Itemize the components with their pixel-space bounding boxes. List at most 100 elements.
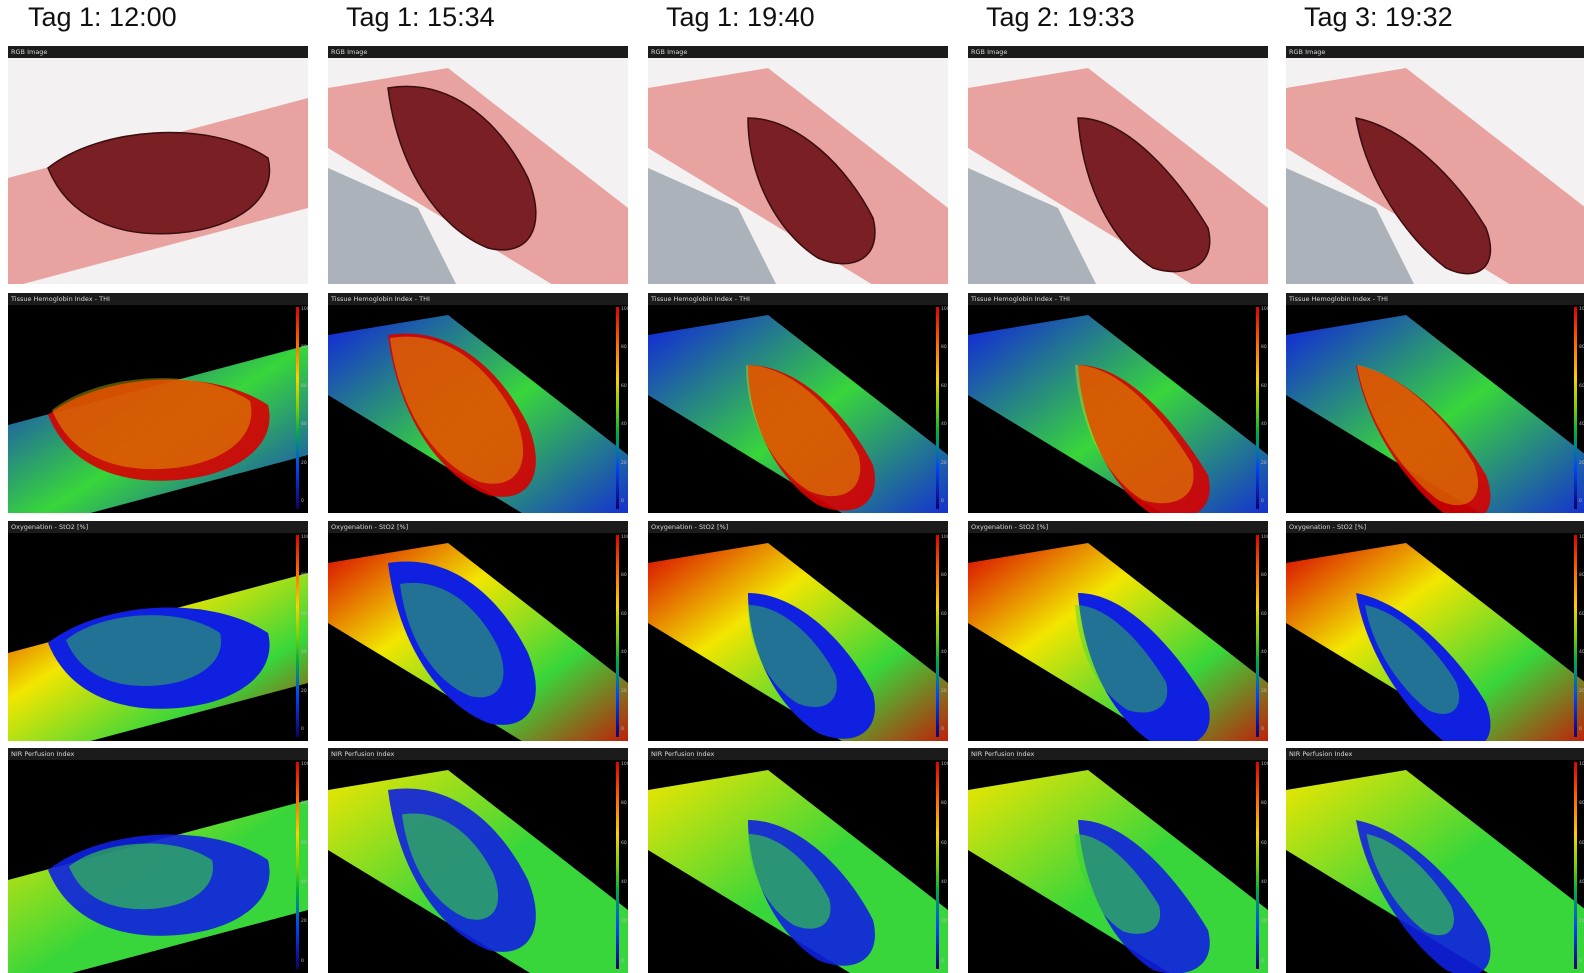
scale-tick-label: 80 bbox=[621, 573, 627, 579]
scale-tick-label: 60 bbox=[301, 611, 307, 617]
rgb-image bbox=[648, 58, 948, 284]
wound-map bbox=[1078, 593, 1210, 741]
color-scale-bar bbox=[616, 307, 619, 509]
wound-map bbox=[748, 365, 875, 511]
drape bbox=[968, 168, 1096, 284]
panel-image bbox=[328, 305, 628, 513]
wound-map bbox=[1078, 365, 1210, 513]
wound-map-center bbox=[1074, 834, 1161, 934]
scale-tick-label: 80 bbox=[1261, 345, 1267, 351]
scale-tick-label: 80 bbox=[941, 801, 947, 807]
wound-map bbox=[748, 593, 875, 739]
scale-tick-label: 60 bbox=[1579, 840, 1584, 846]
thi-image bbox=[968, 315, 1268, 513]
drape bbox=[648, 168, 776, 284]
color-scale-bar bbox=[1574, 762, 1577, 969]
drape bbox=[1286, 168, 1414, 284]
panel-image bbox=[968, 58, 1268, 284]
timepoint-column: Tag 1: 19:40 RGB Image Tissue Hemoglobin I… bbox=[648, 0, 948, 973]
wound-map bbox=[1356, 365, 1491, 513]
scale-tick-label: 0 bbox=[1261, 498, 1264, 504]
panel-header: NIR Perfusion Index bbox=[968, 748, 1268, 760]
timepoint-title: Tag 1: 12:00 bbox=[28, 2, 177, 32]
color-scale: 100 80 60 40 20 0 bbox=[1574, 535, 1584, 737]
rgb-image bbox=[1286, 58, 1584, 284]
panel-image bbox=[968, 760, 1268, 973]
color-scale: 100 80 60 40 20 0 bbox=[296, 307, 308, 509]
sto2-panel: Oxygenation - StO2 [%] 100 80 60 40 20 0 bbox=[968, 521, 1268, 741]
panel-header: Tissue Hemoglobin Index - THI bbox=[1286, 293, 1584, 305]
scale-tick-label: 40 bbox=[301, 650, 307, 656]
wound-area bbox=[1355, 117, 1492, 275]
scale-tick-label: 40 bbox=[621, 650, 627, 656]
scale-tick-label: 100 bbox=[941, 307, 948, 312]
nir-image bbox=[328, 770, 628, 973]
scale-tick-label: 40 bbox=[301, 422, 307, 428]
thi-image bbox=[648, 315, 948, 513]
panel-image bbox=[328, 533, 628, 741]
color-scale: 100 80 60 40 20 0 bbox=[616, 535, 628, 737]
color-scale-bar bbox=[936, 535, 939, 737]
color-scale: 100 80 60 40 20 0 bbox=[936, 762, 948, 969]
scale-tick-label: 40 bbox=[621, 879, 627, 885]
wound-area bbox=[747, 117, 876, 265]
wound-map-highlight bbox=[390, 336, 524, 484]
scale-tick-label: 0 bbox=[621, 726, 624, 732]
panel-header: Oxygenation - StO2 [%] bbox=[1286, 521, 1584, 533]
scale-tick-label: 40 bbox=[621, 422, 627, 428]
nir-panel: NIR Perfusion Index 100 80 60 40 20 0 bbox=[1286, 748, 1584, 973]
panel-header: RGB Image bbox=[648, 46, 948, 58]
scale-tick-label: 60 bbox=[1579, 611, 1584, 617]
wound-map bbox=[48, 607, 270, 709]
thi-panel: Tissue Hemoglobin Index - THI 100 80 60 40 20… bbox=[648, 293, 948, 513]
color-scale-bar bbox=[296, 762, 299, 969]
panel-header: NIR Perfusion Index bbox=[648, 748, 948, 760]
scale-tick-label: 20 bbox=[1261, 460, 1267, 466]
color-scale-bar bbox=[1256, 535, 1259, 737]
scale-tick-label: 40 bbox=[1579, 422, 1584, 428]
scale-tick-label: 20 bbox=[621, 460, 627, 466]
rgb-image bbox=[968, 58, 1268, 284]
nir-panel: NIR Perfusion Index 100 80 60 40 20 0 bbox=[648, 748, 948, 973]
scale-tick-label: 20 bbox=[941, 688, 947, 694]
wound-map-center bbox=[1075, 605, 1168, 713]
panel-header: NIR Perfusion Index bbox=[328, 748, 628, 760]
wound-map bbox=[388, 333, 536, 497]
scale-tick-label: 80 bbox=[941, 573, 947, 579]
rgb-panel: RGB Image bbox=[328, 46, 628, 284]
nir-image bbox=[1286, 770, 1584, 973]
color-scale-bar bbox=[1256, 762, 1259, 969]
panel-image bbox=[1286, 533, 1584, 741]
sto2-image bbox=[1286, 543, 1584, 741]
scale-tick-label: 20 bbox=[1579, 919, 1584, 925]
wound-map bbox=[48, 379, 270, 481]
panel-image bbox=[1286, 58, 1584, 284]
color-scale-bar bbox=[936, 307, 939, 509]
scale-tick-label: 60 bbox=[1261, 611, 1267, 617]
scale-tick-label: 60 bbox=[941, 611, 947, 617]
scale-tick-label: 20 bbox=[1579, 688, 1584, 694]
panel-image bbox=[8, 760, 308, 973]
scale-tick-label: 80 bbox=[301, 345, 307, 351]
scale-tick-label: 20 bbox=[941, 460, 947, 466]
scale-tick-label: 80 bbox=[1579, 345, 1584, 351]
scale-tick-label: 60 bbox=[941, 840, 947, 846]
timepoint-title: Tag 2: 19:33 bbox=[986, 2, 1135, 32]
scale-tick-label: 20 bbox=[621, 688, 627, 694]
scale-tick-label: 80 bbox=[621, 345, 627, 351]
nir-image bbox=[968, 770, 1268, 973]
wound-map-center bbox=[400, 582, 504, 698]
color-scale: 100 80 60 40 20 0 bbox=[1256, 762, 1268, 969]
timepoint-column: Tag 1: 12:00 RGB Image Tissue Hemoglobin I… bbox=[8, 0, 308, 973]
scale-tick-label: 100 bbox=[301, 307, 308, 312]
color-scale-bar bbox=[1574, 307, 1577, 509]
scale-tick-label: 20 bbox=[941, 919, 947, 925]
panel-header: Oxygenation - StO2 [%] bbox=[8, 521, 308, 533]
panel-image bbox=[1286, 305, 1584, 513]
scale-tick-label: 100 bbox=[941, 535, 948, 540]
scale-tick-label: 0 bbox=[301, 958, 304, 964]
wound-map-center bbox=[69, 843, 213, 910]
sto2-panel: Oxygenation - StO2 [%] 100 80 60 40 20 0 bbox=[8, 521, 308, 741]
scale-tick-label: 60 bbox=[1261, 840, 1267, 846]
scale-tick-label: 20 bbox=[301, 460, 307, 466]
